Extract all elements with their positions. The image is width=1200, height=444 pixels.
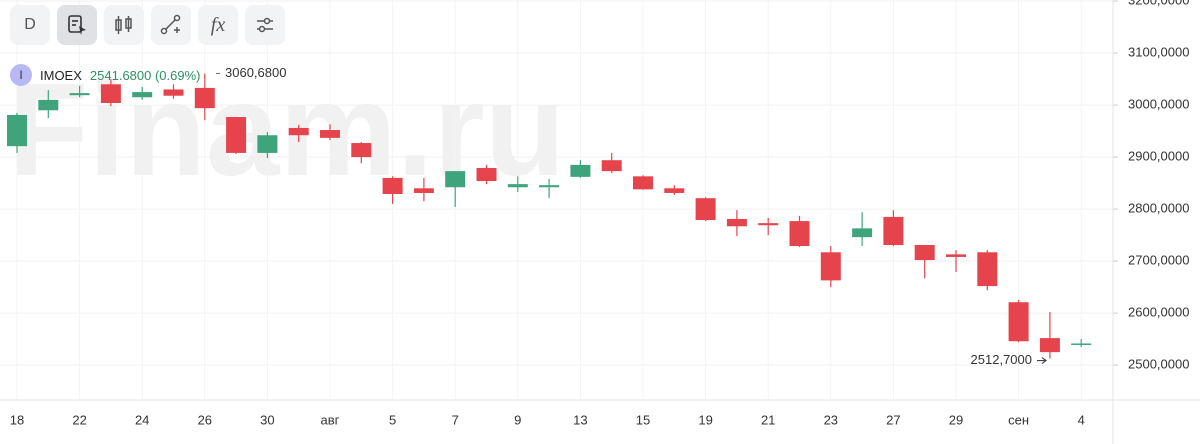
candle-body <box>445 171 466 188</box>
icon <box>257 17 273 33</box>
x-tick-label: 9 <box>514 412 521 427</box>
candle-body <box>726 218 747 227</box>
candle-body <box>351 143 372 158</box>
y-tick-label: 2900,0000 <box>1128 149 1189 164</box>
candle-body <box>226 117 247 153</box>
candle-body <box>257 135 278 153</box>
x-tick-label: 19 <box>698 412 712 427</box>
candle-body <box>476 168 497 182</box>
candle-body <box>977 252 998 287</box>
settings-tool[interactable] <box>245 5 285 45</box>
indicator-tool[interactable]: fx <box>198 5 238 45</box>
interval-button[interactable]: D <box>10 5 50 45</box>
x-tick-label: 5 <box>389 412 396 427</box>
x-tick-label: 22 <box>72 412 86 427</box>
instrument-icon: I <box>10 64 32 86</box>
annotation-label: 2512,7000 <box>971 352 1032 367</box>
watermark: Finam.ru <box>8 56 565 203</box>
x-tick-label: 18 <box>10 412 24 427</box>
candle-body <box>664 188 685 193</box>
y-tick-label: 2700,0000 <box>1128 253 1189 268</box>
y-tick-label: 3000,0000 <box>1128 97 1189 112</box>
instrument-symbol: IMOEX <box>40 67 82 83</box>
candle-body <box>758 223 779 226</box>
candles-tool[interactable] <box>104 5 144 45</box>
candle-body <box>194 87 215 109</box>
candle-body <box>132 92 153 98</box>
candle-body <box>7 114 27 147</box>
annotation-arrow <box>1037 357 1047 365</box>
x-tick-label: 13 <box>573 412 587 427</box>
candle-body <box>100 84 121 103</box>
candle-body <box>1071 343 1092 345</box>
drawing-tool[interactable] <box>151 5 191 45</box>
candle-body <box>382 177 403 195</box>
x-tick-label: авг <box>321 412 340 427</box>
x-tick-label: 23 <box>824 412 838 427</box>
candle-body <box>633 176 653 190</box>
candle-body <box>38 99 59 111</box>
candle-body <box>1008 302 1029 342</box>
candle-body <box>883 216 904 245</box>
y-tick-label: 2800,0000 <box>1128 201 1189 216</box>
candle-body <box>820 252 841 281</box>
y-tick-label: 3100,0000 <box>1128 44 1189 59</box>
x-tick-label: 21 <box>761 412 775 427</box>
candle-body <box>601 160 622 172</box>
y-tick-label: 3200,0000 <box>1128 0 1189 7</box>
candle-body <box>789 221 810 247</box>
candle-body <box>320 130 340 138</box>
icon <box>68 15 86 35</box>
cursor-tool[interactable] <box>57 5 97 45</box>
y-tick-label: 2500,0000 <box>1128 357 1189 372</box>
candle-body <box>413 188 434 193</box>
x-tick-label: 27 <box>886 412 900 427</box>
candle-body <box>163 89 184 96</box>
legend: I IMOEX 2541.6800 (0.69%) <box>10 64 201 86</box>
icon <box>115 16 132 34</box>
icon <box>160 14 181 35</box>
x-tick-label: 7 <box>452 412 459 427</box>
candle-body <box>539 185 560 188</box>
candle-body <box>695 198 716 221</box>
annotation-label: 3060,6800 <box>225 65 286 80</box>
candle-body <box>288 127 309 136</box>
x-tick-label: 30 <box>260 412 274 427</box>
x-tick-label: 26 <box>198 412 212 427</box>
instrument-quote: 2541.6800 (0.69%) <box>89 67 201 83</box>
candle-body <box>507 184 528 188</box>
x-tick-label: 29 <box>949 412 963 427</box>
candle-body <box>946 254 966 257</box>
candle-body <box>914 244 935 261</box>
candle-body <box>69 93 90 96</box>
candle-body <box>852 228 873 238</box>
candle-body <box>1039 338 1060 353</box>
candle-body <box>570 164 591 177</box>
x-tick-label: 24 <box>135 412 149 427</box>
x-tick-label: 15 <box>636 412 650 427</box>
x-tick-label: сен <box>1008 412 1029 427</box>
x-tick-label: 4 <box>1078 412 1085 427</box>
y-tick-label: 2600,0000 <box>1128 305 1189 320</box>
